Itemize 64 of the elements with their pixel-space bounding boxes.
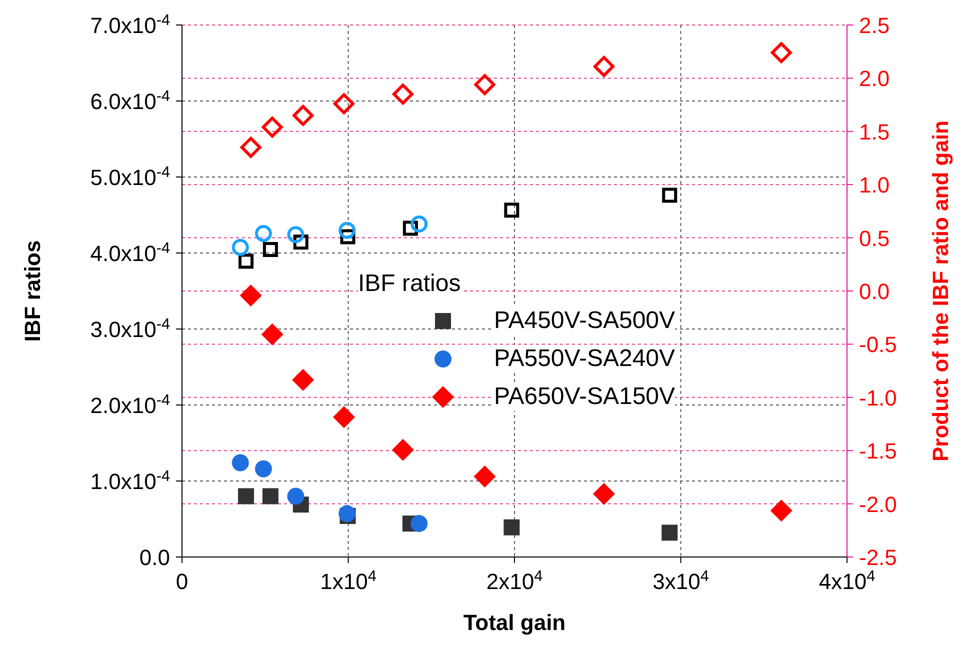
point <box>593 56 614 77</box>
legend-label: PA650V-SA150V <box>494 383 676 411</box>
point <box>240 136 262 158</box>
y-tick-label: 2.0x10$^{-4}$ <box>90 392 170 418</box>
y-tick-label: 3.0x10$^{-4}$ <box>90 316 170 342</box>
point <box>262 488 278 504</box>
y2-tick-label: 1.5 <box>859 119 890 144</box>
y2-tick-label: -1.5 <box>859 438 897 464</box>
point <box>232 454 249 472</box>
y2-tick-label: -1.0 <box>859 385 897 410</box>
point <box>410 515 428 532</box>
legend-title: IBF ratios <box>358 270 461 297</box>
y2-tick-label: 2.0 <box>859 66 890 92</box>
y-tick-label: 7.0x10$^{-4}$ <box>90 12 170 38</box>
point <box>338 222 356 239</box>
point <box>474 74 496 96</box>
y2-tick-label: -0.5 <box>859 332 897 358</box>
point <box>287 488 304 505</box>
y-tick-label: 0.0 <box>139 545 170 570</box>
legend-label: PA450V-SA500V <box>494 307 676 335</box>
point <box>262 242 278 258</box>
point <box>770 42 792 64</box>
point <box>238 488 254 504</box>
point <box>504 519 520 536</box>
legend-label: PA550V-SA240V <box>494 345 676 373</box>
x-tick-label: 0 <box>176 569 188 594</box>
point <box>261 323 284 346</box>
point <box>292 368 314 391</box>
point <box>232 238 249 256</box>
point <box>292 104 314 126</box>
x-tick-label: 4x10$^{4}$ <box>818 568 876 594</box>
x-tick-label: 3x10$^{4}$ <box>652 568 710 594</box>
y-tick-label: 4.0x10$^{-4}$ <box>90 240 170 266</box>
point <box>238 254 254 269</box>
point <box>474 465 496 488</box>
point <box>410 215 428 232</box>
point <box>392 84 414 105</box>
point <box>770 500 792 522</box>
point <box>332 406 355 428</box>
point <box>254 460 272 478</box>
y2-axis-title: Product of the IBF ratio and gain <box>928 120 953 462</box>
point <box>262 116 283 138</box>
point <box>254 225 272 242</box>
y2-tick-label: 2.5 <box>859 13 890 38</box>
y-axis-title: IBF ratios <box>20 240 45 342</box>
point <box>240 284 262 307</box>
x-axis-title: Total gain <box>463 610 566 635</box>
y-tick-label: 6.0x10$^{-4}$ <box>90 88 170 114</box>
point <box>392 438 414 461</box>
y2-tick-label: -2.5 <box>859 545 897 570</box>
point <box>333 93 354 114</box>
y2-tick-label: 0.5 <box>859 226 890 251</box>
point <box>504 202 520 218</box>
y2-tick-label: -2.0 <box>859 492 897 517</box>
x-tick-label: 1x10$^{4}$ <box>320 568 377 594</box>
x-tick-label: 2x10$^{4}$ <box>486 568 544 594</box>
point <box>592 482 615 505</box>
y2-tick-label: 0.0 <box>859 279 890 304</box>
point <box>287 226 304 244</box>
y-tick-label: 5.0x10$^{-4}$ <box>90 164 170 190</box>
y2-tick-label: 1.0 <box>859 172 890 198</box>
point <box>662 188 678 203</box>
y-tick-label: 1.0x10$^{-4}$ <box>90 468 170 494</box>
point <box>662 524 678 541</box>
